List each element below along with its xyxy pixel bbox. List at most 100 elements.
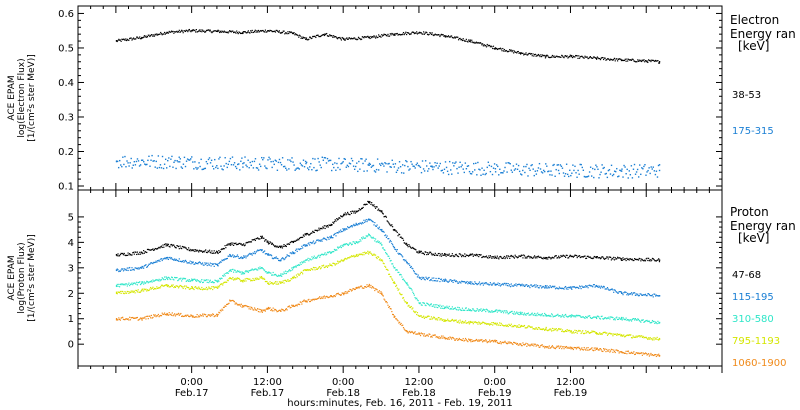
data-point: [145, 318, 147, 320]
data-point: [508, 50, 510, 52]
data-point: [277, 30, 279, 33]
data-point: [573, 346, 575, 349]
data-point: [427, 253, 429, 256]
data-point: [126, 290, 128, 293]
data-point: [457, 282, 459, 284]
data-point: [527, 285, 529, 287]
data-point: [502, 341, 504, 343]
data-point: [133, 253, 135, 255]
data-point: [316, 34, 318, 37]
data-point: [239, 303, 241, 306]
data-point: [266, 167, 268, 170]
data-point: [191, 262, 194, 264]
data-point: [404, 32, 406, 35]
data-point: [197, 250, 199, 252]
data-point: [467, 340, 469, 343]
data-point: [244, 271, 246, 273]
data-point: [244, 278, 246, 280]
data-point: [387, 33, 389, 35]
data-point: [519, 255, 521, 257]
data-point: [392, 265, 394, 267]
data-point: [250, 164, 252, 167]
data-point: [529, 345, 531, 347]
data-point: [364, 203, 366, 205]
data-point: [291, 31, 293, 34]
data-point: [137, 37, 139, 39]
data-point: [392, 245, 394, 247]
data-point: [323, 225, 325, 227]
data-point: [422, 277, 424, 280]
data-point: [576, 286, 578, 288]
data-point: [439, 304, 441, 306]
data-point: [298, 237, 301, 239]
data-point: [415, 333, 417, 335]
data-point: [282, 245, 284, 247]
data-point: [426, 165, 428, 167]
data-point: [429, 305, 431, 307]
data-point: [509, 341, 511, 343]
data-point: [514, 284, 516, 286]
data-point: [400, 274, 402, 276]
data-point: [199, 288, 201, 290]
data-point: [414, 331, 416, 333]
data-point: [570, 315, 572, 317]
data-point: [132, 290, 134, 292]
data-point: [417, 314, 419, 316]
data-point: [255, 278, 257, 281]
data-point: [125, 269, 128, 271]
data-point: [125, 292, 127, 294]
data-point: [262, 29, 264, 32]
data-point: [275, 283, 277, 285]
data-point: [602, 332, 604, 334]
data-point: [390, 34, 392, 36]
data-point: [620, 291, 622, 293]
data-point: [478, 322, 481, 324]
data-point: [375, 168, 378, 171]
data-point: [235, 167, 238, 170]
data-point: [230, 242, 232, 244]
data-point: [286, 309, 288, 311]
data-point: [247, 278, 249, 280]
data-point: [362, 36, 364, 38]
data-point: [129, 316, 131, 318]
data-point: [126, 160, 128, 162]
data-point: [267, 159, 269, 161]
data-point: [226, 244, 229, 246]
data-point: [471, 321, 473, 323]
data-point: [423, 170, 426, 172]
data-point: [494, 48, 496, 50]
data-point: [235, 271, 237, 273]
data-point: [376, 36, 378, 39]
data-point: [495, 257, 498, 259]
data-point: [587, 347, 589, 349]
data-point: [590, 57, 592, 59]
data-point: [205, 316, 208, 318]
data-point: [177, 245, 179, 247]
data-point: [307, 269, 309, 272]
data-point: [410, 331, 412, 333]
data-point: [423, 278, 426, 280]
data-point: [433, 304, 435, 306]
data-point: [568, 315, 571, 317]
data-point: [613, 58, 615, 61]
data-point: [512, 312, 514, 314]
data-point: [151, 281, 153, 283]
data-point: [562, 172, 565, 174]
data-point: [430, 279, 433, 281]
data-point: [116, 160, 119, 163]
data-point: [357, 223, 360, 225]
data-point: [257, 249, 260, 252]
data-point: [425, 304, 427, 307]
data-point: [539, 285, 541, 287]
data-point: [525, 314, 527, 316]
data-point: [431, 254, 433, 256]
data-point: [555, 314, 557, 317]
data-point: [545, 256, 547, 259]
data-point: [469, 309, 471, 311]
data-point: [596, 333, 599, 335]
data-point: [403, 279, 405, 282]
data-point: [439, 337, 441, 340]
data-point: [596, 347, 599, 349]
data-point: [627, 350, 630, 352]
data-point: [521, 174, 523, 176]
